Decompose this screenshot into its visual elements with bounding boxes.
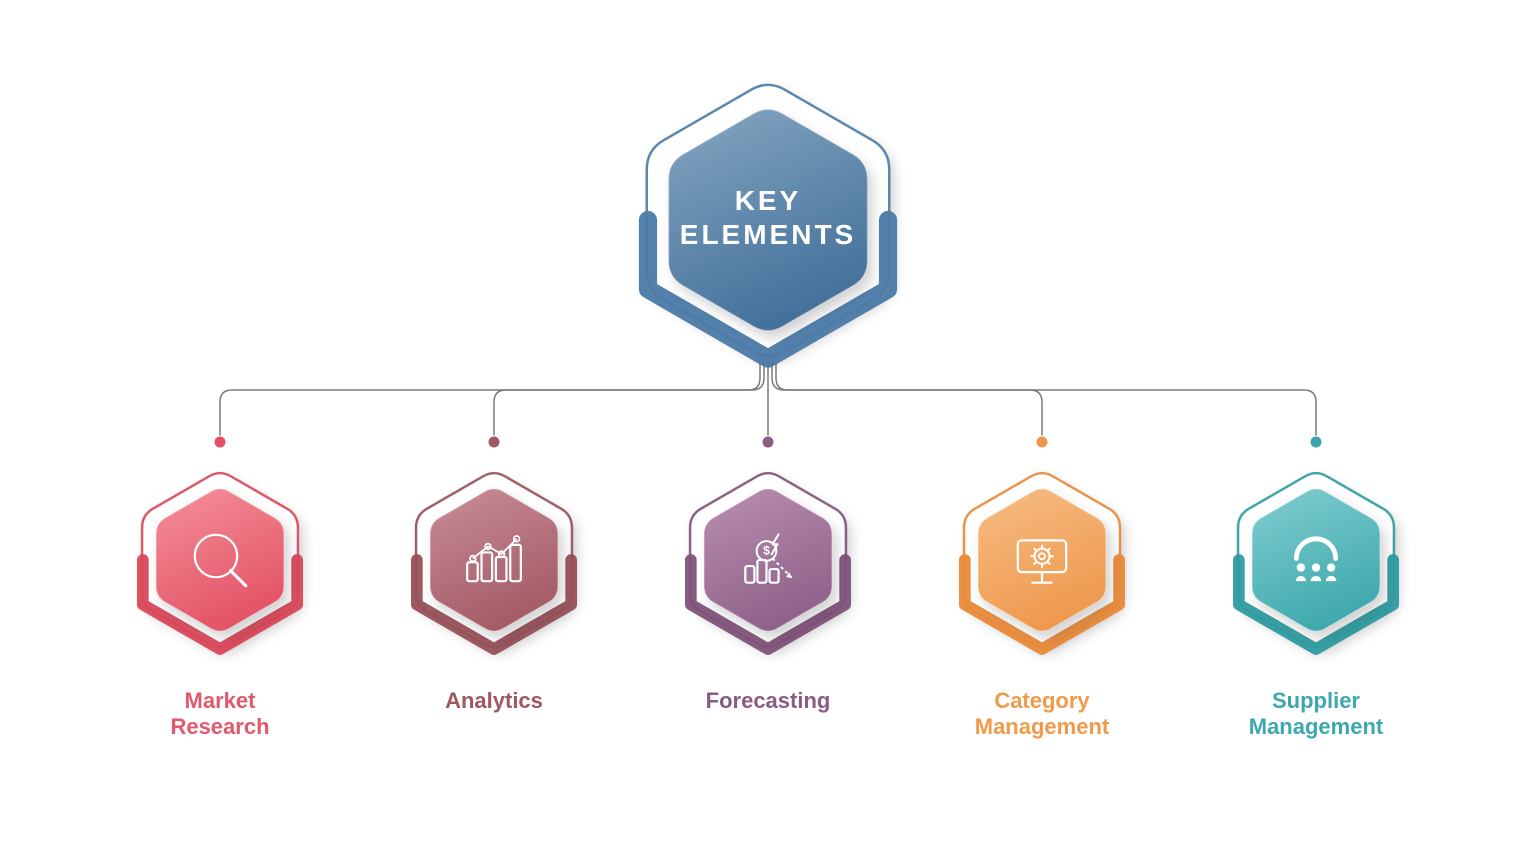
connector-dot (762, 436, 774, 448)
diagram-canvas: KEYELEMENTS $ (0, 0, 1536, 864)
root-title-line2: ELEMENTS (680, 219, 856, 250)
connector-lines (214, 355, 1322, 448)
connector-dot (1036, 436, 1048, 448)
connector-dot (488, 436, 500, 448)
root-title-line1: KEY (735, 185, 802, 216)
svg-text:$: $ (763, 544, 770, 558)
hex-node: $ (690, 473, 846, 649)
connector-dot (1310, 436, 1322, 448)
child-hexagons: $ (142, 473, 1394, 649)
hex-node (416, 473, 572, 649)
hex-node (964, 473, 1120, 649)
connector-dot (214, 436, 226, 448)
hex-node (1238, 473, 1394, 649)
hex-node (142, 473, 298, 649)
root-hexagon: KEYELEMENTS (647, 85, 889, 359)
